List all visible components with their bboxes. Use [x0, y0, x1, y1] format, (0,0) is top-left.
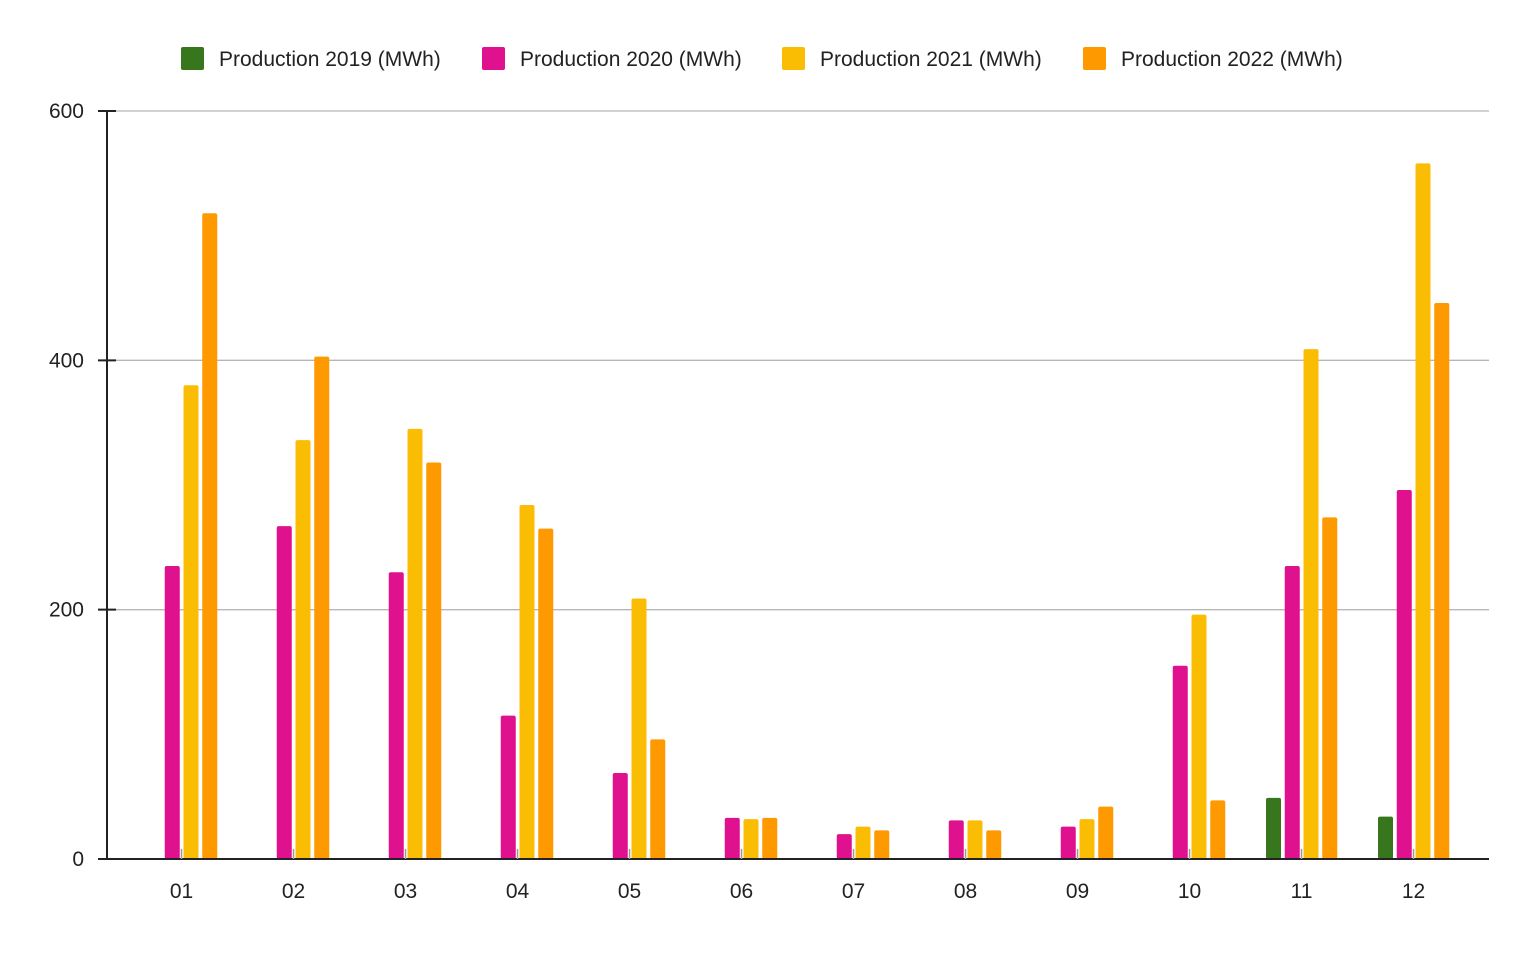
x-tick-label: 09 — [1066, 880, 1089, 903]
legend-swatch — [782, 47, 805, 70]
x-tick-label: 04 — [506, 880, 530, 903]
bar-02-series-3 — [295, 440, 311, 859]
bar-01-series-3 — [183, 385, 199, 859]
bar-11-series-4 — [1322, 517, 1338, 859]
bar-07-series-3 — [855, 826, 871, 859]
x-tick-label: 06 — [730, 880, 753, 903]
bar-03-series-4 — [426, 462, 442, 859]
bar-05-series-3 — [631, 598, 647, 859]
bar-05-series-4 — [650, 739, 666, 859]
legend-swatch — [181, 47, 204, 70]
bar-09-series-3 — [1079, 819, 1095, 859]
bar-06-series-4 — [762, 817, 778, 859]
x-tick-label: 05 — [618, 880, 641, 903]
bar-03-series-3 — [407, 428, 423, 859]
bar-03-series-2 — [388, 572, 404, 859]
bar-02-series-4 — [314, 356, 330, 859]
x-tick-label: 08 — [954, 880, 977, 903]
legend-label: Production 2019 (MWh) — [219, 48, 441, 71]
bar-10-series-2 — [1172, 665, 1188, 859]
bar-11-series-2 — [1284, 566, 1300, 859]
bar-09-series-4 — [1098, 806, 1114, 859]
bars — [164, 163, 1450, 860]
x-tick-label: 10 — [1178, 880, 1201, 903]
x-tick-label: 11 — [1291, 880, 1313, 903]
bar-08-series-4 — [986, 830, 1002, 859]
bar-07-series-4 — [874, 830, 890, 859]
bar-04-series-4 — [538, 528, 554, 859]
bar-12-series-4 — [1434, 302, 1450, 859]
x-tick-label: 07 — [842, 880, 865, 903]
x-tick-label: 02 — [282, 880, 305, 903]
legend: Production 2019 (MWh) Production 2020 (MW… — [181, 47, 1343, 71]
bar-01-series-2 — [164, 566, 180, 859]
bar-09-series-2 — [1060, 826, 1076, 859]
y-tick-label: 400 — [49, 349, 84, 372]
y-tick-label: 600 — [49, 100, 84, 123]
bar-12-series-2 — [1396, 489, 1412, 859]
bar-06-series-3 — [743, 819, 759, 859]
y-tick-label: 200 — [49, 599, 84, 622]
bar-12-series-1 — [1378, 816, 1393, 859]
bar-04-series-3 — [519, 504, 535, 859]
bar-06-series-2 — [724, 817, 740, 859]
legend-swatch — [482, 47, 505, 70]
gridlines — [98, 110, 1489, 611]
axes — [98, 111, 1489, 860]
bar-12-series-3 — [1415, 163, 1431, 860]
bar-08-series-3 — [967, 820, 983, 859]
bar-01-series-4 — [202, 213, 218, 859]
legend-label: Production 2021 (MWh) — [820, 48, 1042, 71]
y-axis-ticks: 0 200 400 600 — [49, 100, 116, 871]
legend-label: Production 2020 (MWh) — [520, 48, 742, 71]
x-tick-label: 01 — [170, 880, 193, 903]
bar-04-series-2 — [500, 715, 516, 859]
legend-swatch — [1083, 47, 1106, 70]
bar-05-series-2 — [612, 772, 628, 859]
bar-02-series-2 — [276, 526, 292, 859]
bar-10-series-3 — [1191, 614, 1207, 859]
legend-label: Production 2022 (MWh) — [1121, 48, 1343, 71]
bar-11-series-3 — [1303, 349, 1319, 859]
x-axis-ticks: 01 02 03 04 05 06 07 08 09 10 11 12 — [170, 849, 1425, 903]
x-tick-label: 12 — [1402, 880, 1425, 903]
y-tick-label: 0 — [72, 848, 84, 871]
bar-11-series-1 — [1266, 797, 1281, 859]
bar-10-series-4 — [1210, 800, 1226, 859]
x-tick-label: 03 — [394, 880, 417, 903]
bar-08-series-2 — [948, 820, 964, 859]
bar-07-series-2 — [836, 834, 852, 859]
